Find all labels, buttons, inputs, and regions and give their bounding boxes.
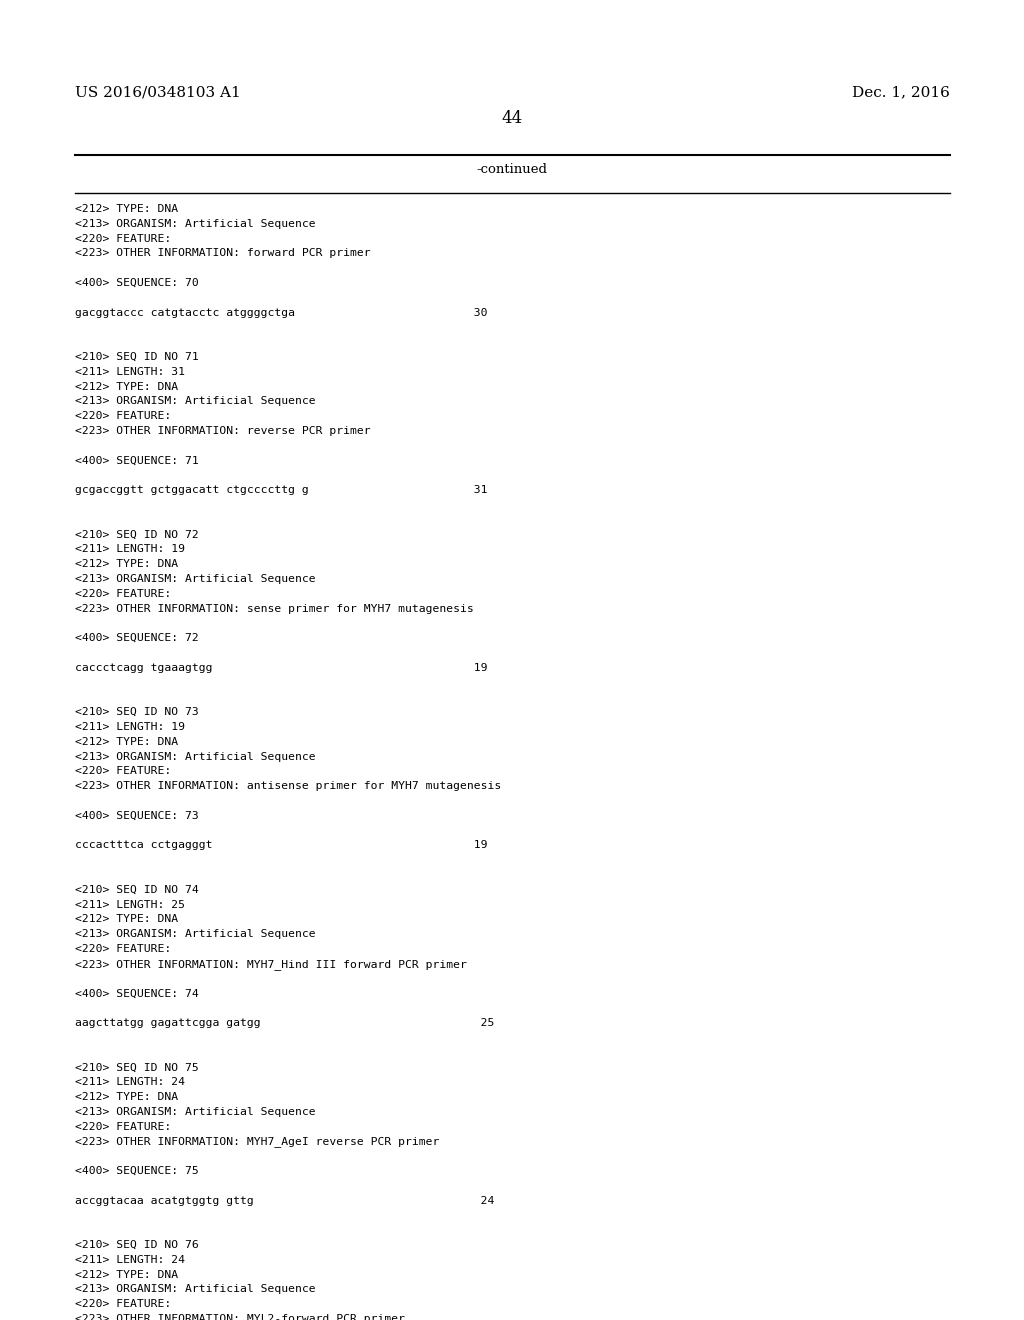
Text: <220> FEATURE:: <220> FEATURE: xyxy=(75,944,171,954)
Text: Dec. 1, 2016: Dec. 1, 2016 xyxy=(852,84,950,99)
Text: 44: 44 xyxy=(502,110,522,127)
Text: gacggtaccc catgtacctc atggggctga                          30: gacggtaccc catgtacctc atggggctga 30 xyxy=(75,308,487,318)
Text: <211> LENGTH: 24: <211> LENGTH: 24 xyxy=(75,1077,185,1088)
Text: cccactttca cctgagggt                                      19: cccactttca cctgagggt 19 xyxy=(75,841,487,850)
Text: <223> OTHER INFORMATION: MYH7_AgeI reverse PCR primer: <223> OTHER INFORMATION: MYH7_AgeI rever… xyxy=(75,1137,439,1147)
Text: <210> SEQ ID NO 76: <210> SEQ ID NO 76 xyxy=(75,1239,199,1250)
Text: <211> LENGTH: 25: <211> LENGTH: 25 xyxy=(75,900,185,909)
Text: <220> FEATURE:: <220> FEATURE: xyxy=(75,589,171,599)
Text: <212> TYPE: DNA: <212> TYPE: DNA xyxy=(75,1270,178,1279)
Text: <210> SEQ ID NO 72: <210> SEQ ID NO 72 xyxy=(75,529,199,540)
Text: <220> FEATURE:: <220> FEATURE: xyxy=(75,1299,171,1309)
Text: <400> SEQUENCE: 71: <400> SEQUENCE: 71 xyxy=(75,455,199,466)
Text: caccctcagg tgaaagtgg                                      19: caccctcagg tgaaagtgg 19 xyxy=(75,663,487,673)
Text: <223> OTHER INFORMATION: reverse PCR primer: <223> OTHER INFORMATION: reverse PCR pri… xyxy=(75,426,371,436)
Text: <223> OTHER INFORMATION: antisense primer for MYH7 mutagenesis: <223> OTHER INFORMATION: antisense prime… xyxy=(75,781,502,791)
Text: <223> OTHER INFORMATION: MYH7_Hind III forward PCR primer: <223> OTHER INFORMATION: MYH7_Hind III f… xyxy=(75,958,467,970)
Text: <213> ORGANISM: Artificial Sequence: <213> ORGANISM: Artificial Sequence xyxy=(75,396,315,407)
Text: <211> LENGTH: 19: <211> LENGTH: 19 xyxy=(75,544,185,554)
Text: <213> ORGANISM: Artificial Sequence: <213> ORGANISM: Artificial Sequence xyxy=(75,574,315,583)
Text: <210> SEQ ID NO 73: <210> SEQ ID NO 73 xyxy=(75,708,199,717)
Text: <220> FEATURE:: <220> FEATURE: xyxy=(75,412,171,421)
Text: <212> TYPE: DNA: <212> TYPE: DNA xyxy=(75,381,178,392)
Text: <212> TYPE: DNA: <212> TYPE: DNA xyxy=(75,737,178,747)
Text: <211> LENGTH: 24: <211> LENGTH: 24 xyxy=(75,1255,185,1265)
Text: <213> ORGANISM: Artificial Sequence: <213> ORGANISM: Artificial Sequence xyxy=(75,1106,315,1117)
Text: <213> ORGANISM: Artificial Sequence: <213> ORGANISM: Artificial Sequence xyxy=(75,929,315,940)
Text: accggtacaa acatgtggtg gttg                                 24: accggtacaa acatgtggtg gttg 24 xyxy=(75,1196,495,1205)
Text: <220> FEATURE:: <220> FEATURE: xyxy=(75,767,171,776)
Text: <223> OTHER INFORMATION: MYL2-forward PCR primer: <223> OTHER INFORMATION: MYL2-forward PC… xyxy=(75,1313,406,1320)
Text: <400> SEQUENCE: 74: <400> SEQUENCE: 74 xyxy=(75,989,199,998)
Text: <212> TYPE: DNA: <212> TYPE: DNA xyxy=(75,560,178,569)
Text: US 2016/0348103 A1: US 2016/0348103 A1 xyxy=(75,84,241,99)
Text: <213> ORGANISM: Artificial Sequence: <213> ORGANISM: Artificial Sequence xyxy=(75,219,315,228)
Text: <212> TYPE: DNA: <212> TYPE: DNA xyxy=(75,1092,178,1102)
Text: <210> SEQ ID NO 74: <210> SEQ ID NO 74 xyxy=(75,884,199,895)
Text: <220> FEATURE:: <220> FEATURE: xyxy=(75,1122,171,1131)
Text: <223> OTHER INFORMATION: sense primer for MYH7 mutagenesis: <223> OTHER INFORMATION: sense primer fo… xyxy=(75,603,474,614)
Text: <213> ORGANISM: Artificial Sequence: <213> ORGANISM: Artificial Sequence xyxy=(75,1284,315,1295)
Text: <211> LENGTH: 19: <211> LENGTH: 19 xyxy=(75,722,185,733)
Text: <400> SEQUENCE: 73: <400> SEQUENCE: 73 xyxy=(75,810,199,821)
Text: <400> SEQUENCE: 75: <400> SEQUENCE: 75 xyxy=(75,1166,199,1176)
Text: <213> ORGANISM: Artificial Sequence: <213> ORGANISM: Artificial Sequence xyxy=(75,751,315,762)
Text: <400> SEQUENCE: 72: <400> SEQUENCE: 72 xyxy=(75,634,199,643)
Text: gcgaccggtt gctggacatt ctgccccttg g                        31: gcgaccggtt gctggacatt ctgccccttg g 31 xyxy=(75,486,487,495)
Text: <212> TYPE: DNA: <212> TYPE: DNA xyxy=(75,205,178,214)
Text: <210> SEQ ID NO 71: <210> SEQ ID NO 71 xyxy=(75,352,199,362)
Text: <400> SEQUENCE: 70: <400> SEQUENCE: 70 xyxy=(75,279,199,288)
Text: <211> LENGTH: 31: <211> LENGTH: 31 xyxy=(75,367,185,376)
Text: aagcttatgg gagattcgga gatgg                                25: aagcttatgg gagattcgga gatgg 25 xyxy=(75,1018,495,1028)
Text: <223> OTHER INFORMATION: forward PCR primer: <223> OTHER INFORMATION: forward PCR pri… xyxy=(75,248,371,259)
Text: -continued: -continued xyxy=(476,162,548,176)
Text: <220> FEATURE:: <220> FEATURE: xyxy=(75,234,171,244)
Text: <210> SEQ ID NO 75: <210> SEQ ID NO 75 xyxy=(75,1063,199,1072)
Text: <212> TYPE: DNA: <212> TYPE: DNA xyxy=(75,915,178,924)
